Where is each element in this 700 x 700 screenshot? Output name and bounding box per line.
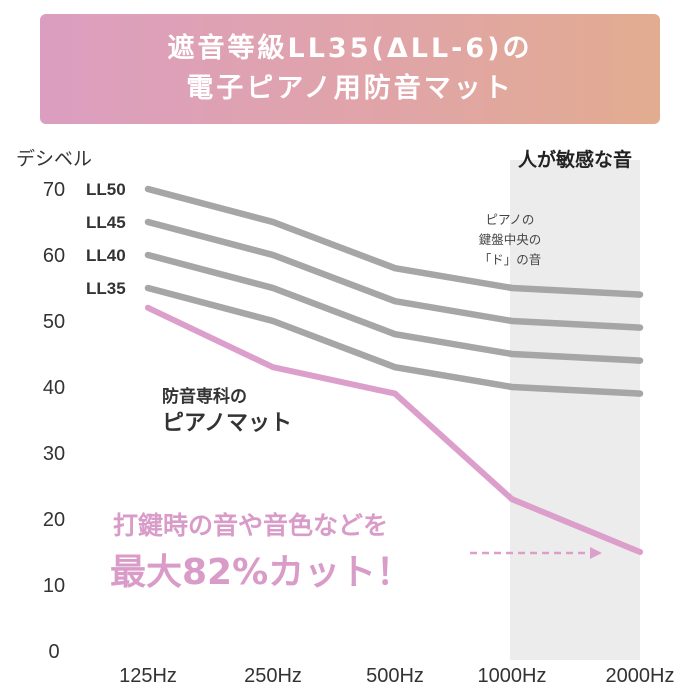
data-point (637, 324, 643, 331)
x-tick-label: 125Hz (119, 665, 177, 687)
data-point (270, 364, 276, 371)
sensitive-region-label: 人が敏感な音 (518, 148, 632, 171)
callout-line-2: 最大82%カット！ (110, 552, 412, 593)
data-point (637, 390, 643, 397)
data-point (145, 304, 151, 311)
title-line-2: 電子ピアノ用防音マット (186, 73, 514, 104)
title-line-1: 遮音等級LL35(ΔLL-6)の (167, 33, 533, 64)
data-point (392, 364, 398, 371)
data-point (145, 219, 151, 225)
y-tick-label: 0 (48, 641, 59, 663)
x-tick-label: 500Hz (366, 665, 424, 687)
data-point (637, 549, 643, 555)
y-tick-label: 20 (43, 509, 65, 531)
data-point (509, 496, 515, 503)
mat-label-line-1: 防音専科の (162, 386, 247, 407)
data-point (637, 291, 643, 298)
data-point (145, 285, 151, 291)
data-point (145, 252, 151, 258)
y-tick-label: 10 (43, 575, 65, 597)
data-point (270, 252, 276, 258)
data-point (145, 186, 151, 192)
sensitive-region-shade (510, 160, 640, 660)
center-note-line-1: ピアノの (486, 212, 535, 227)
data-point (509, 285, 515, 291)
data-point (392, 390, 398, 397)
series-label-ll40: LL40 (86, 246, 126, 265)
data-point (270, 318, 276, 324)
data-point (270, 219, 276, 225)
x-tick-label: 1000Hz (478, 665, 547, 687)
y-axis-label: デシベル (16, 148, 92, 170)
x-tick-label: 250Hz (244, 665, 302, 687)
y-tick-label: 40 (43, 377, 65, 399)
y-tick-label: 70 (43, 179, 65, 201)
callout-arrowhead (590, 547, 602, 559)
data-point (270, 285, 276, 291)
data-point (509, 351, 515, 357)
y-tick-label: 60 (43, 245, 65, 267)
data-point (509, 384, 515, 390)
y-tick-label: 30 (43, 443, 65, 465)
series-label-ll50: LL50 (86, 180, 126, 199)
data-point (392, 298, 398, 305)
series-label-ll35: LL35 (86, 279, 126, 298)
data-point (392, 265, 398, 272)
data-point (637, 357, 643, 364)
x-tick-label: 2000Hz (606, 665, 675, 687)
center-note-line-3: 「ド」の音 (479, 252, 542, 267)
data-point (392, 331, 398, 338)
data-point (509, 318, 515, 324)
callout-line-1: 打鍵時の音や音色などを (113, 511, 388, 540)
mat-label-line-2: ピアノマット (162, 411, 292, 436)
title-banner: 遮音等級LL35(ΔLL-6)の 電子ピアノ用防音マット (40, 14, 660, 124)
y-tick-label: 50 (43, 311, 65, 333)
series-label-ll45: LL45 (86, 213, 126, 232)
center-note-line-2: 鍵盤中央の (479, 232, 542, 247)
